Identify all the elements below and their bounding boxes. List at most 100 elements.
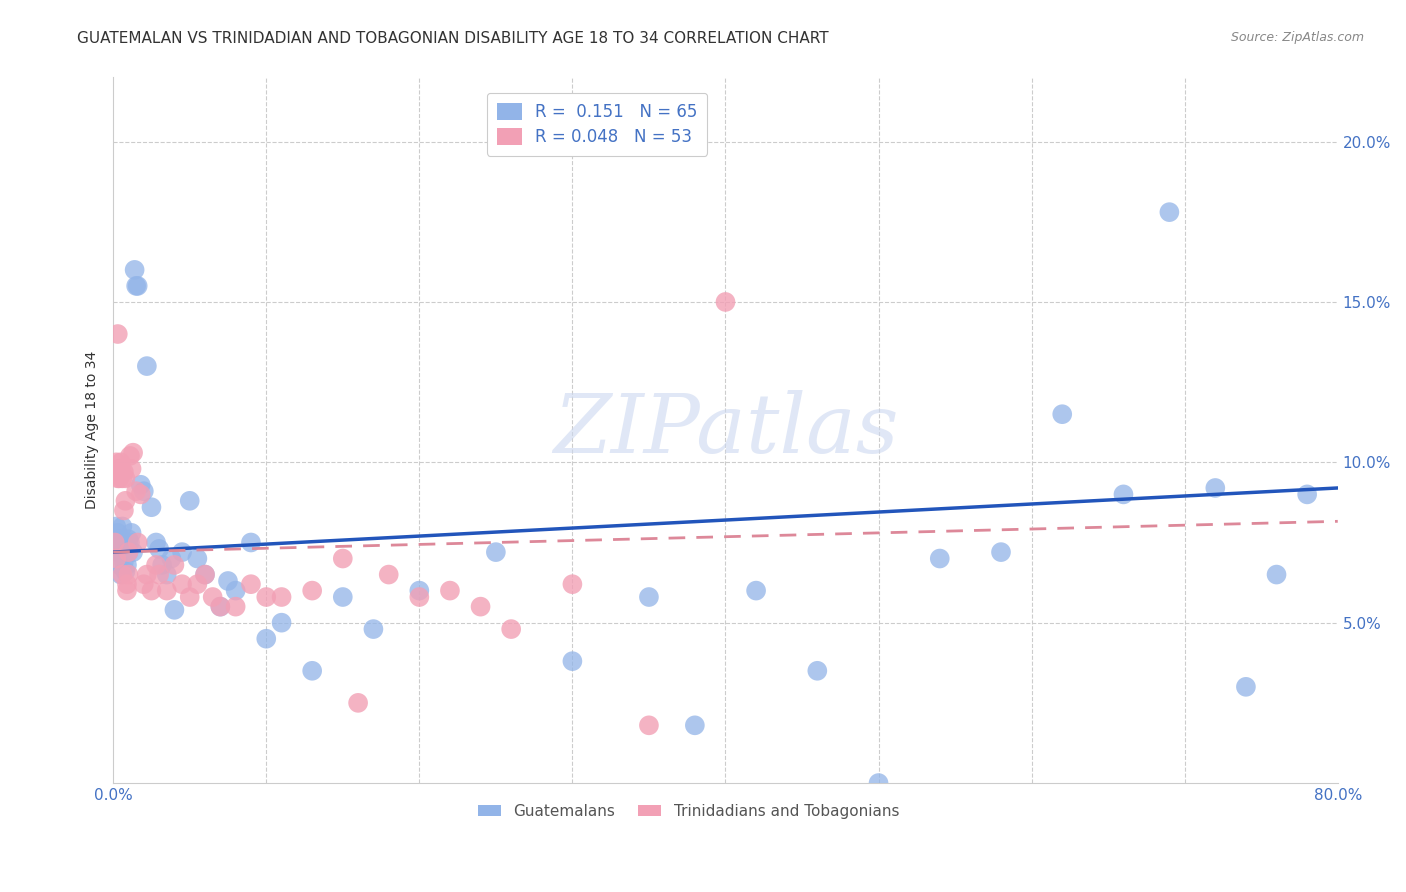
- Point: [135, 359, 157, 373]
- Point: [108, 471, 131, 485]
- Point: [129, 487, 152, 501]
- Point: [110, 455, 132, 469]
- Point: [115, 539, 138, 553]
- Point: [408, 583, 430, 598]
- Point: [156, 567, 179, 582]
- Point: [347, 696, 370, 710]
- Text: Source: ZipAtlas.com: Source: ZipAtlas.com: [1230, 31, 1364, 45]
- Point: [225, 583, 247, 598]
- Point: [201, 590, 224, 604]
- Point: [112, 539, 135, 553]
- Point: [114, 565, 136, 579]
- Point: [105, 455, 128, 469]
- Point: [868, 776, 890, 790]
- Text: ZIPatlas: ZIPatlas: [553, 390, 898, 470]
- Point: [638, 590, 661, 604]
- Point: [186, 577, 208, 591]
- Point: [160, 551, 183, 566]
- Point: [104, 535, 127, 549]
- Point: [301, 583, 323, 598]
- Point: [209, 599, 232, 614]
- Point: [125, 279, 148, 293]
- Point: [110, 461, 132, 475]
- Point: [117, 545, 139, 559]
- Point: [117, 545, 139, 559]
- Point: [1234, 680, 1257, 694]
- Point: [115, 583, 138, 598]
- Point: [111, 471, 134, 485]
- Point: [110, 567, 132, 582]
- Point: [107, 471, 129, 485]
- Point: [254, 590, 277, 604]
- Text: GUATEMALAN VS TRINIDADIAN AND TOBAGONIAN DISABILITY AGE 18 TO 34 CORRELATION CHA: GUATEMALAN VS TRINIDADIAN AND TOBAGONIAN…: [77, 31, 830, 46]
- Point: [111, 519, 134, 533]
- Point: [561, 577, 583, 591]
- Point: [145, 535, 167, 549]
- Point: [112, 555, 135, 569]
- Point: [501, 622, 523, 636]
- Point: [117, 533, 139, 547]
- Point: [122, 446, 145, 460]
- Point: [470, 599, 492, 614]
- Point: [745, 583, 768, 598]
- Point: [108, 461, 131, 475]
- Point: [239, 577, 262, 591]
- Point: [217, 574, 239, 588]
- Point: [141, 583, 163, 598]
- Point: [485, 545, 508, 559]
- Point: [150, 558, 173, 572]
- Point: [209, 599, 232, 614]
- Point: [141, 500, 163, 515]
- Point: [332, 590, 354, 604]
- Point: [1052, 407, 1074, 421]
- Y-axis label: Disability Age 18 to 34: Disability Age 18 to 34: [86, 351, 100, 509]
- Point: [170, 545, 193, 559]
- Point: [270, 590, 292, 604]
- Point: [121, 461, 143, 475]
- Point: [179, 493, 201, 508]
- Point: [104, 535, 127, 549]
- Point: [127, 535, 149, 549]
- Point: [132, 577, 155, 591]
- Point: [194, 567, 217, 582]
- Point: [148, 541, 170, 556]
- Point: [108, 558, 131, 572]
- Point: [112, 503, 135, 517]
- Point: [683, 718, 706, 732]
- Point: [1112, 487, 1135, 501]
- Point: [114, 535, 136, 549]
- Point: [179, 590, 201, 604]
- Point: [108, 533, 131, 547]
- Point: [111, 549, 134, 563]
- Point: [124, 263, 146, 277]
- Point: [806, 664, 828, 678]
- Legend: Guatemalans, Trinidadians and Tobagonians: Guatemalans, Trinidadians and Tobagonian…: [472, 797, 905, 825]
- Point: [439, 583, 461, 598]
- Point: [115, 558, 138, 572]
- Point: [115, 577, 138, 591]
- Point: [377, 567, 399, 582]
- Point: [107, 525, 129, 540]
- Point: [239, 535, 262, 549]
- Point: [118, 535, 141, 549]
- Point: [107, 545, 129, 559]
- Point: [107, 326, 129, 341]
- Point: [117, 567, 139, 582]
- Point: [105, 541, 128, 556]
- Point: [1159, 205, 1181, 219]
- Point: [122, 545, 145, 559]
- Point: [714, 295, 737, 310]
- Point: [1265, 567, 1288, 582]
- Point: [112, 465, 135, 479]
- Point: [332, 551, 354, 566]
- Point: [118, 449, 141, 463]
- Point: [129, 477, 152, 491]
- Point: [105, 551, 128, 566]
- Point: [254, 632, 277, 646]
- Point: [114, 471, 136, 485]
- Point: [561, 654, 583, 668]
- Point: [145, 558, 167, 572]
- Point: [186, 551, 208, 566]
- Point: [408, 590, 430, 604]
- Point: [127, 279, 149, 293]
